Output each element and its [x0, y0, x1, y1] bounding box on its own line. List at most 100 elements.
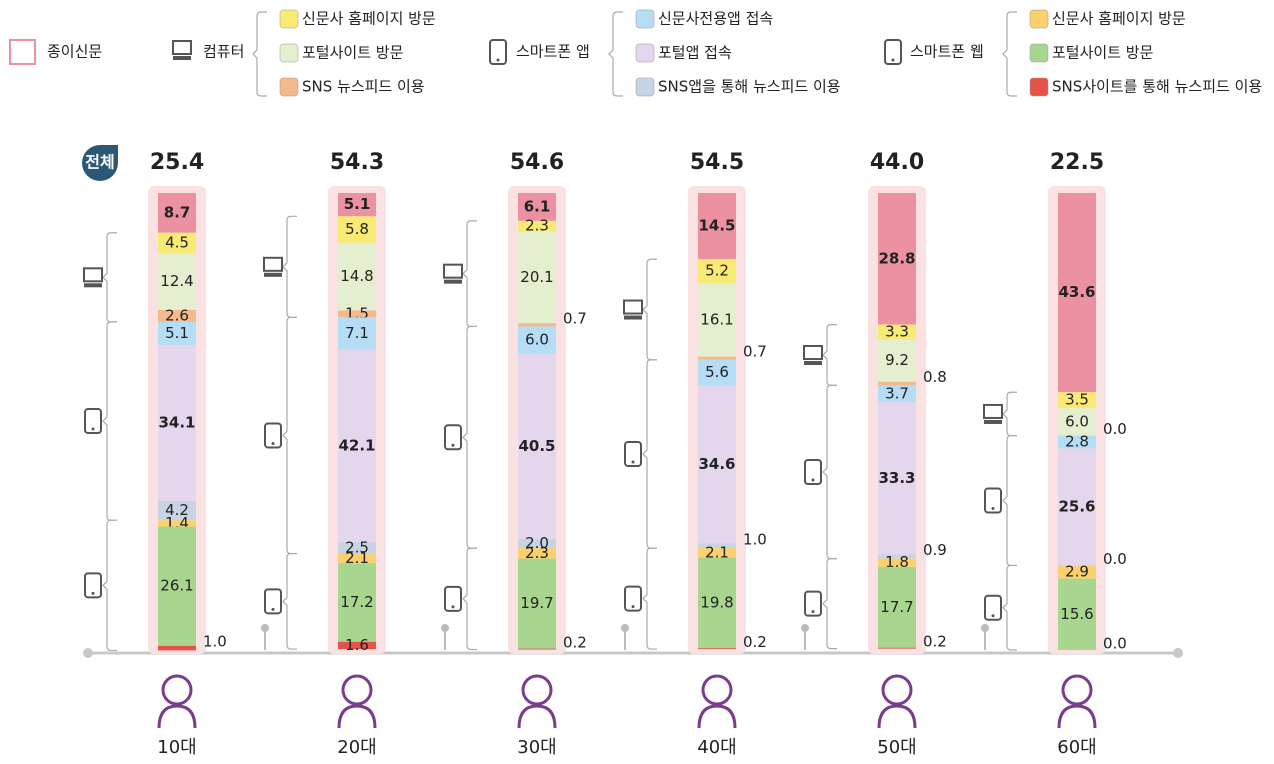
icon — [452, 444, 455, 447]
person-head — [343, 676, 371, 704]
legend-swatch — [1030, 78, 1048, 96]
brace — [103, 322, 117, 520]
value-label: 0.0 — [1103, 635, 1127, 653]
brace — [283, 554, 297, 650]
bar-segment — [698, 648, 736, 649]
icon — [632, 460, 635, 463]
value-label: 43.6 — [1058, 283, 1095, 301]
value-label: 0.0 — [1103, 550, 1127, 568]
value-label: 0.7 — [563, 309, 587, 327]
brace — [823, 559, 837, 649]
value-label: 5.2 — [705, 262, 729, 280]
value-label: 12.4 — [160, 272, 193, 290]
value-label: 16.1 — [700, 310, 733, 328]
value-label: 9.2 — [885, 351, 909, 369]
value-label: 6.0 — [1065, 412, 1089, 430]
value-label: 40.5 — [518, 437, 555, 455]
person-head — [883, 676, 911, 704]
baseline-dot — [83, 648, 93, 658]
legend-icon — [10, 40, 35, 64]
value-label: 34.1 — [158, 414, 195, 432]
legend-label: 포털앱 접속 — [658, 44, 732, 62]
legend-swatch — [1030, 10, 1048, 28]
value-label: 14.5 — [698, 217, 735, 235]
icon — [992, 507, 995, 510]
value-label: 19.7 — [520, 594, 553, 612]
brace — [103, 233, 117, 322]
value-label: 2.9 — [1065, 563, 1089, 581]
x-tick-label: 50대 — [877, 737, 916, 758]
baseline-dot — [1173, 648, 1183, 658]
icon — [992, 614, 995, 617]
brace — [1003, 12, 1017, 96]
x-tick-label: 40대 — [697, 737, 736, 758]
icon — [632, 605, 635, 608]
legend-swatch — [636, 10, 654, 28]
icon — [92, 592, 95, 595]
x-tick-label: 10대 — [157, 737, 196, 758]
icon — [892, 59, 895, 62]
brace — [1003, 436, 1017, 566]
icon — [812, 478, 815, 481]
x-tick-label: 60대 — [1057, 737, 1096, 758]
legend-group-label: 스마트폰 앱 — [516, 43, 590, 61]
value-label: 6.1 — [524, 197, 551, 215]
total-label: 25.4 — [150, 150, 204, 175]
legend-swatch — [636, 44, 654, 62]
legend-swatch — [280, 78, 298, 96]
value-label: 0.9 — [923, 541, 947, 559]
legend-swatch — [636, 78, 654, 96]
person-body — [159, 706, 195, 728]
value-label: 4.5 — [165, 234, 189, 252]
legend-label: SNS사이트를 통해 뉴스피드 이용 — [1052, 78, 1262, 96]
value-label: 8.7 — [164, 203, 191, 221]
icon — [984, 405, 1002, 418]
icon — [804, 361, 822, 365]
value-label: 14.8 — [340, 267, 373, 285]
legend-label: 신문사 홈페이지 방문 — [1052, 10, 1186, 28]
brace — [103, 520, 117, 650]
icon — [804, 346, 822, 359]
icon — [624, 316, 642, 320]
value-label: 0.2 — [563, 634, 587, 652]
brace — [643, 259, 657, 360]
legend-label: SNS 뉴스피드 이용 — [302, 78, 425, 96]
value-label: 19.8 — [700, 593, 733, 611]
value-label: 34.6 — [698, 455, 735, 473]
value-label: 3.5 — [1065, 391, 1089, 409]
value-label: 25.6 — [1058, 497, 1095, 515]
legend-label: 신문사전용앱 접속 — [658, 10, 773, 28]
icon — [173, 41, 191, 54]
value-label: 26.1 — [160, 577, 193, 595]
legend-swatch — [280, 44, 298, 62]
bar-segment — [518, 323, 556, 326]
person-body — [699, 706, 735, 728]
pin — [261, 624, 269, 632]
brace — [609, 12, 623, 96]
person-head — [703, 676, 731, 704]
person-body — [339, 706, 375, 728]
total-label: 54.3 — [330, 150, 384, 175]
legend-group-label: 컴퓨터 — [203, 43, 244, 61]
icon — [452, 605, 455, 608]
value-label: 17.2 — [340, 593, 373, 611]
value-label: 0.0 — [1103, 420, 1127, 438]
person-head — [1063, 676, 1091, 704]
brace — [1003, 565, 1017, 650]
brace — [283, 216, 297, 317]
icon — [92, 428, 95, 431]
pin — [441, 624, 449, 632]
brace — [823, 385, 837, 558]
brace — [463, 221, 477, 327]
value-label: 7.1 — [345, 324, 369, 342]
total-label: 54.6 — [510, 150, 564, 175]
bar-segment — [878, 648, 916, 649]
bar-segment — [158, 646, 196, 651]
value-label: 1.6 — [345, 636, 369, 654]
bar-segment — [518, 649, 556, 650]
value-label: 2.8 — [1065, 433, 1089, 451]
brace — [643, 548, 657, 649]
legend-group-label: 스마트폰 웹 — [910, 43, 984, 61]
value-label: 0.2 — [743, 633, 767, 651]
icon — [264, 273, 282, 277]
